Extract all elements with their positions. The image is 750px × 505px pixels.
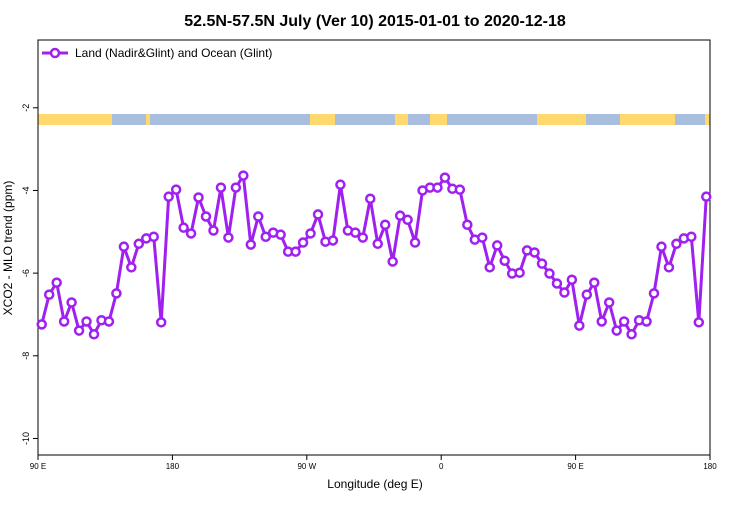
data-point	[43, 289, 55, 300]
data-point	[566, 274, 578, 285]
data-point	[260, 231, 271, 243]
data-point	[372, 238, 383, 250]
data-point	[671, 238, 682, 250]
data-point	[439, 172, 451, 183]
data-point	[648, 288, 660, 299]
data-point	[350, 227, 361, 238]
data-point	[126, 262, 137, 273]
data-point	[491, 240, 503, 251]
data-point	[432, 182, 443, 193]
chart-title: 52.5N-57.5N July (Ver 10) 2015-01-01 to …	[184, 13, 566, 30]
y-tick-label: -4	[21, 186, 31, 194]
data-point	[163, 191, 174, 202]
data-point	[656, 241, 667, 252]
data-point	[701, 191, 712, 202]
data-point	[238, 170, 249, 181]
data-point	[88, 329, 100, 340]
data-point	[253, 211, 264, 222]
data-point	[394, 210, 406, 221]
data-point	[589, 277, 600, 288]
data-point	[574, 320, 585, 331]
data-point	[51, 277, 62, 288]
data-point	[477, 232, 488, 243]
data-point	[118, 241, 130, 252]
data-point	[626, 329, 637, 340]
data-point	[536, 258, 548, 269]
data-point	[693, 317, 705, 328]
data-point	[499, 255, 510, 266]
data-point	[484, 262, 495, 273]
data-point	[559, 287, 570, 298]
data-point	[178, 222, 189, 233]
data-point	[663, 262, 675, 273]
legend-label: Land (Nadir&Glint) and Ocean (Glint)	[75, 46, 272, 60]
data-point	[148, 231, 159, 243]
data-point	[170, 184, 182, 195]
land-ocean-strip	[38, 114, 710, 125]
data-point	[73, 325, 85, 336]
x-tick-label: 0	[439, 462, 444, 471]
data-point	[36, 319, 47, 330]
legend-marker	[49, 47, 61, 59]
data-point	[365, 193, 376, 204]
data-point	[155, 317, 167, 328]
data-point	[290, 246, 301, 257]
data-point	[200, 211, 212, 222]
data-point	[111, 288, 122, 299]
y-tick-label: -6	[21, 269, 31, 277]
data-point	[618, 316, 630, 327]
data-point	[409, 237, 421, 248]
y-tick-label: -10	[21, 432, 31, 445]
data-point	[514, 267, 525, 278]
y-tick-label: -8	[21, 352, 31, 360]
y-axis-label: XCO2 - MLO trend (ppm)	[1, 181, 15, 316]
data-point	[223, 232, 234, 243]
data-point	[462, 219, 473, 231]
x-tick-label: 90 E	[567, 462, 583, 471]
data-point	[103, 316, 115, 327]
data-point	[529, 247, 540, 258]
data-point	[215, 182, 227, 193]
x-axis-label: Longitude (deg E)	[327, 477, 422, 491]
data-point	[611, 325, 622, 336]
x-tick-label: 180	[703, 462, 717, 471]
data-point	[66, 297, 77, 308]
data-point	[387, 256, 398, 267]
data-point	[335, 179, 346, 190]
data-point	[402, 214, 413, 226]
data-point	[454, 184, 466, 195]
data-point	[327, 235, 339, 246]
data-point	[686, 231, 697, 243]
data-point	[185, 228, 197, 239]
data-point	[305, 228, 316, 239]
data-point	[81, 316, 92, 327]
data-point	[297, 237, 309, 248]
data-point	[275, 229, 286, 240]
data-point	[193, 192, 204, 203]
data-point	[596, 316, 607, 327]
data-point	[581, 289, 593, 300]
data-point	[551, 278, 563, 289]
data-point	[544, 268, 555, 279]
data-point	[603, 297, 615, 308]
data-point	[357, 232, 369, 243]
data-point	[379, 219, 391, 231]
plot-frame	[37, 39, 711, 456]
data-point	[133, 238, 145, 250]
data-point	[58, 316, 70, 327]
data-point	[245, 239, 257, 250]
x-tick-label: 180	[166, 462, 180, 471]
y-tick-label: -2	[21, 104, 31, 112]
data-point	[230, 182, 242, 193]
data-point	[312, 209, 324, 220]
data-point	[641, 316, 652, 327]
x-tick-label: 90 E	[30, 462, 46, 471]
x-tick-label: 90 W	[297, 462, 316, 471]
data-point	[208, 225, 219, 236]
